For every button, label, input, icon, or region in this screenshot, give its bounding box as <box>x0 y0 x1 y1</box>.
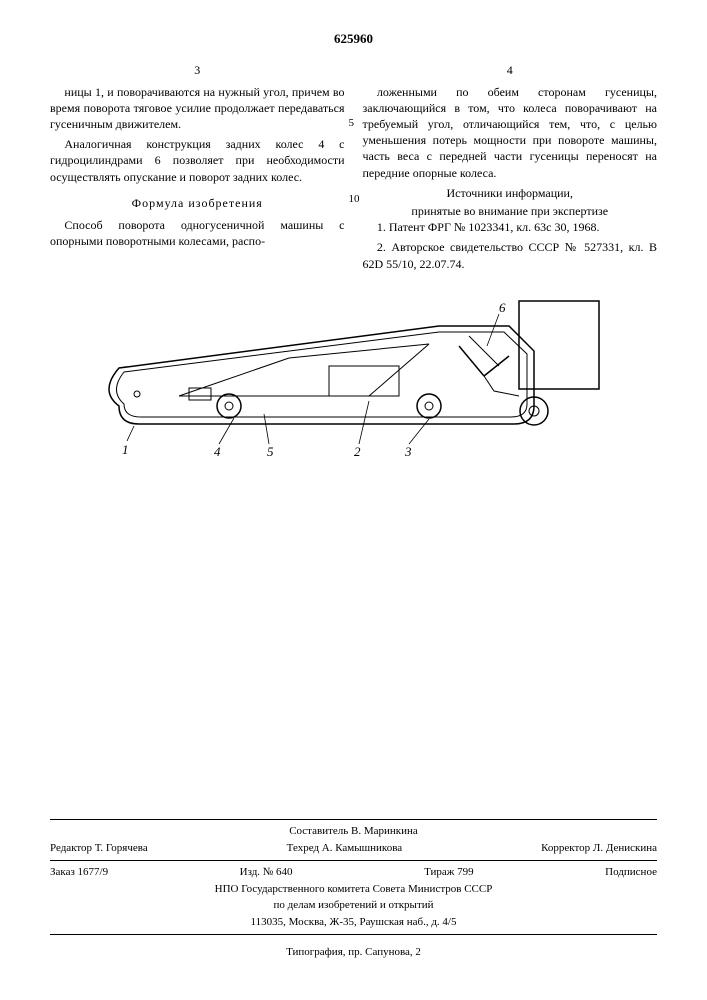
machine-diagram: 1 4 5 2 3 6 <box>89 296 619 466</box>
right-para-1: ложенными по обеим сторонам гусеницы, за… <box>363 84 658 181</box>
right-col-num: 4 <box>363 62 658 78</box>
order: Заказ 1677/9 <box>50 865 108 880</box>
source-2: 2. Авторское свидетельство СССР № 527331… <box>363 239 658 271</box>
sources-sub: принятые во внимание при экспертизе <box>363 203 658 219</box>
tirazh: Тираж 799 <box>424 865 474 880</box>
left-para-1: ницы 1, и поворачиваются на нужный угол,… <box>50 84 345 133</box>
source-1: 1. Патент ФРГ № 1023341, кл. 63c 30, 196… <box>363 219 658 235</box>
formula-title: Формула изобретения <box>50 195 345 211</box>
izd: Изд. № 640 <box>240 865 293 880</box>
patent-number: 625960 <box>50 30 657 48</box>
left-column: 3 ницы 1, и поворачиваются на нужный уго… <box>50 62 345 276</box>
addr: 113035, Москва, Ж-35, Раушская наб., д. … <box>50 915 657 930</box>
compiler: Составитель В. Маринкина <box>50 824 657 839</box>
formula-text: Способ поворота одногусеничной машины с … <box>50 217 345 249</box>
left-col-num: 3 <box>50 62 345 78</box>
technical-figure: 1 4 5 2 3 6 <box>50 296 657 470</box>
org1: НПО Государственного комитета Совета Мин… <box>50 882 657 897</box>
typography: Типография, пр. Сапунова, 2 <box>50 945 657 960</box>
right-column: 5 10 4 ложенными по обеим сторонам гусен… <box>363 62 658 276</box>
sub: Подписное <box>605 865 657 880</box>
corrector: Корректор Л. Денискина <box>541 841 657 856</box>
callout-2: 2 <box>354 444 361 459</box>
left-para-2: Аналогичная конструкция задних колес 4 с… <box>50 136 345 185</box>
org2: по делам изобретений и открытий <box>50 898 657 913</box>
text-columns: 3 ницы 1, и поворачиваются на нужный уго… <box>50 62 657 276</box>
sources-title: Источники информации, <box>363 185 658 201</box>
line-mark-5: 5 <box>349 116 355 131</box>
techred: Техред А. Камышникова <box>287 841 402 856</box>
editor: Редактор Т. Горячева <box>50 841 148 856</box>
callout-5: 5 <box>267 444 274 459</box>
callout-1: 1 <box>122 442 129 457</box>
callout-3: 3 <box>404 444 412 459</box>
callout-6: 6 <box>499 300 506 315</box>
line-mark-10: 10 <box>349 192 360 207</box>
footer: Составитель В. Маринкина Редактор Т. Гор… <box>50 815 657 960</box>
callout-4: 4 <box>214 444 221 459</box>
